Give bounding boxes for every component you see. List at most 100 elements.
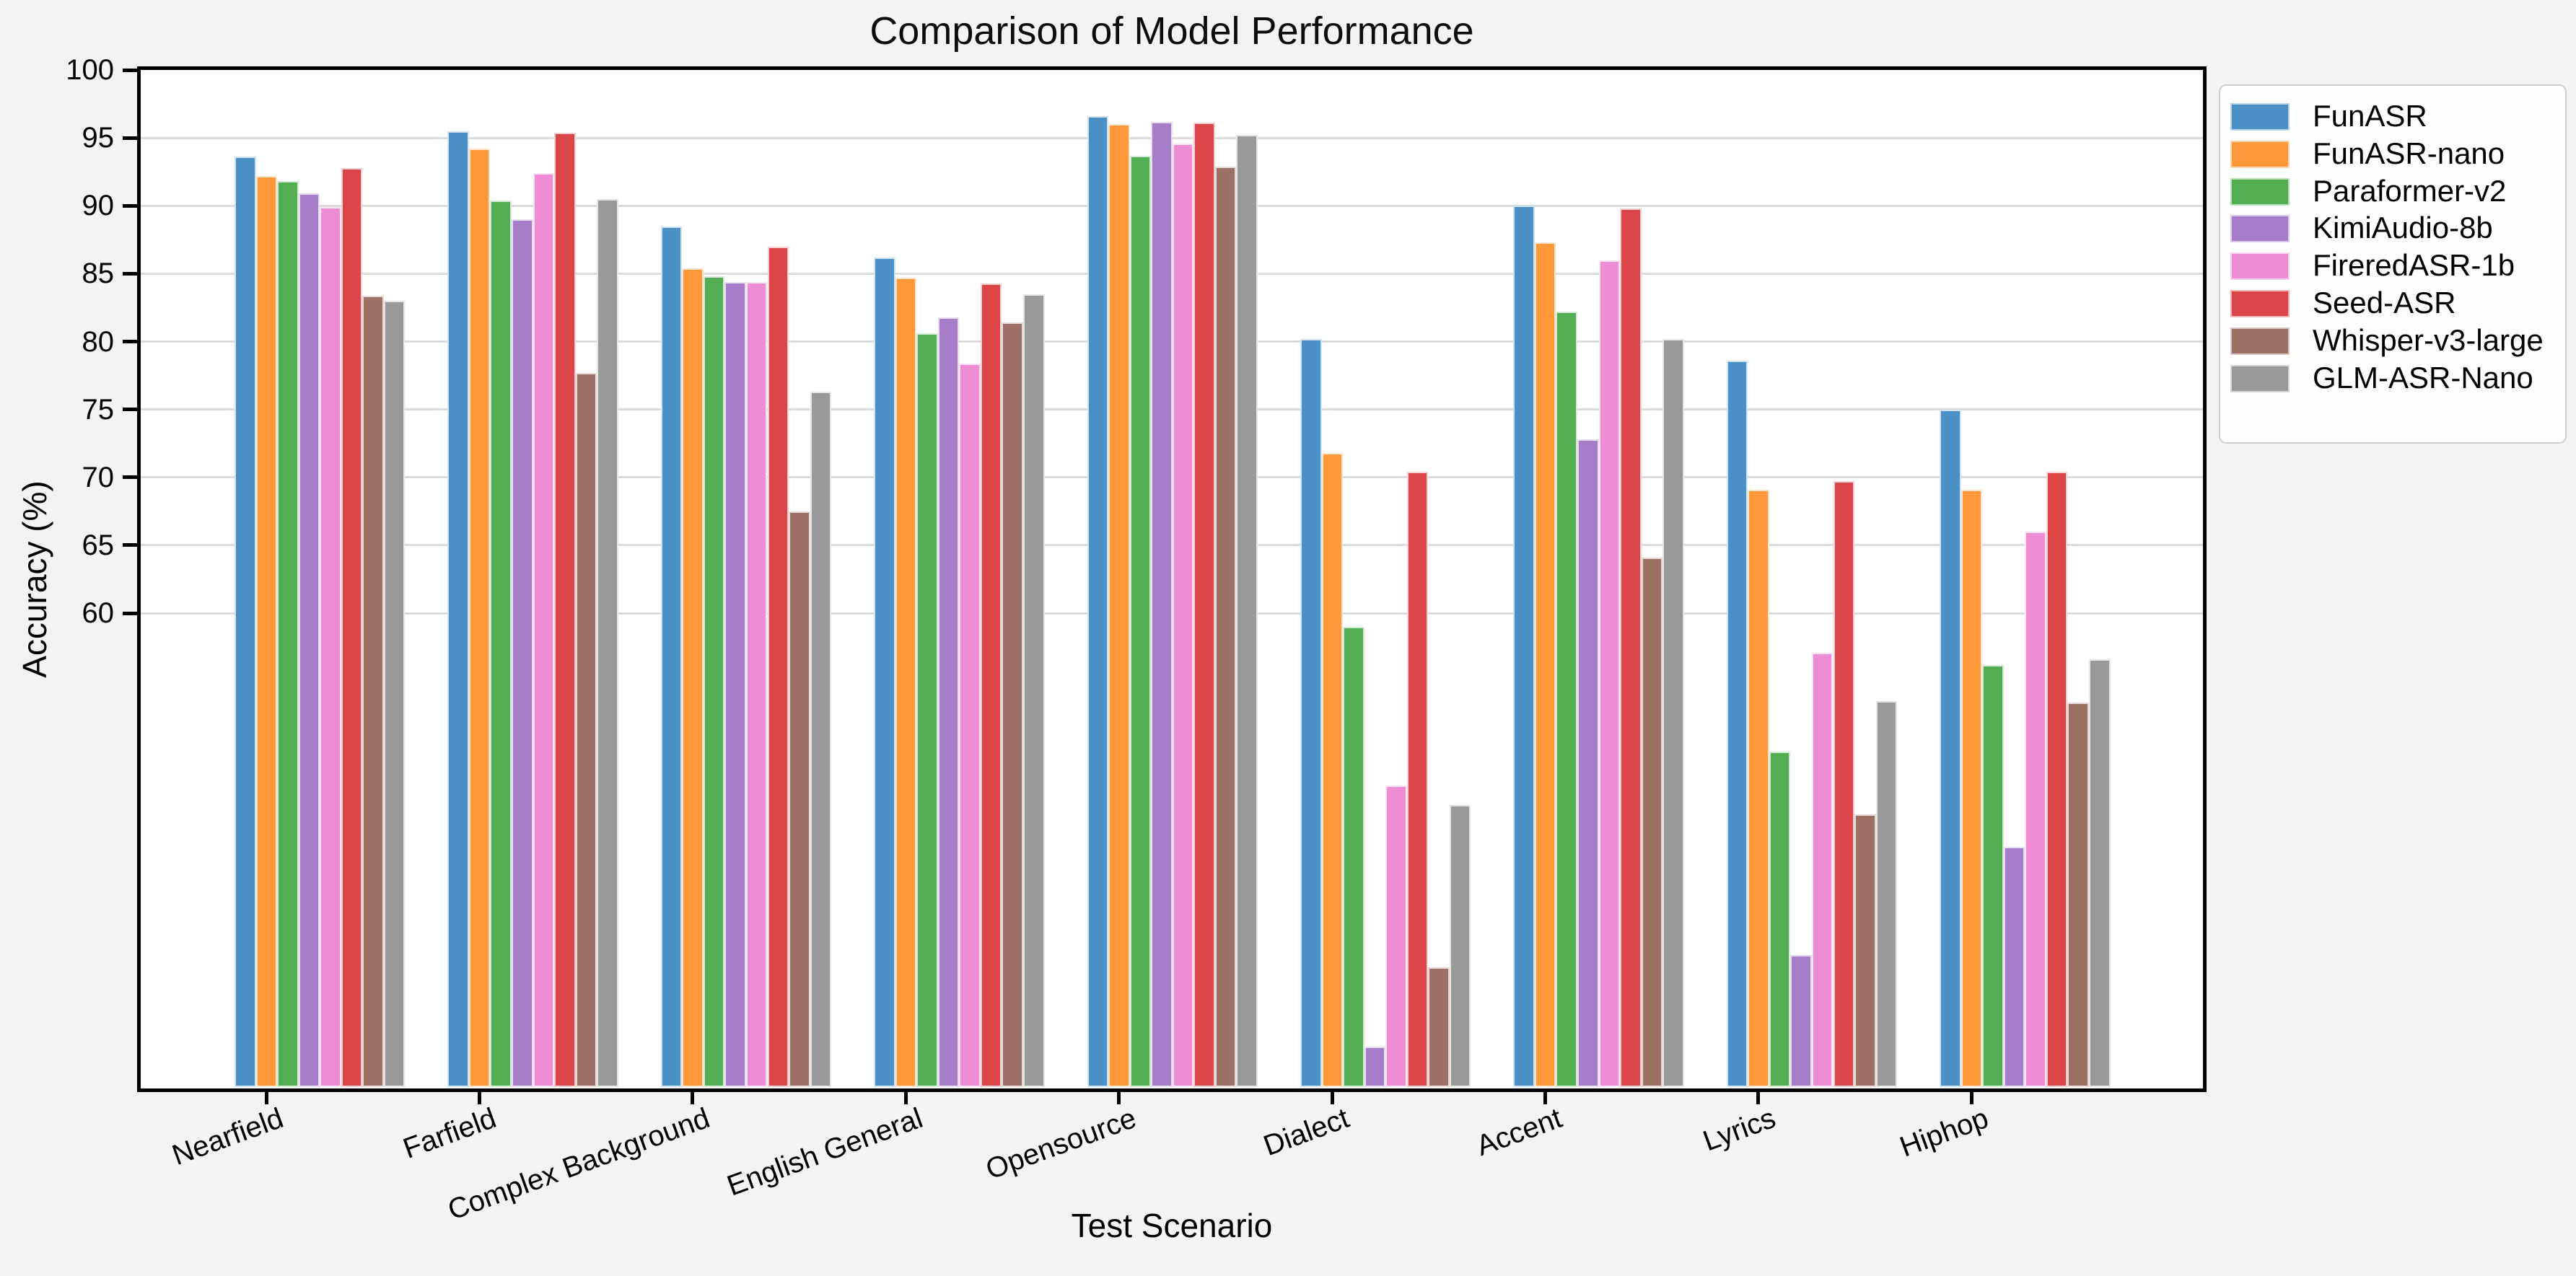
bar-Seed-ASR-complex-background xyxy=(767,246,789,1087)
bar-Whisper-v3-large-nearfield xyxy=(362,295,384,1087)
legend-swatch-FireredASR-1b xyxy=(2230,252,2290,281)
bar-GLM-ASR-Nano-dialect xyxy=(1449,804,1471,1087)
x-tick-mark xyxy=(1756,1088,1761,1104)
bar-FireredASR-1b-hiphop xyxy=(2025,532,2046,1087)
legend-swatch-Paraformer-v2 xyxy=(2230,177,2290,206)
bar-FireredASR-1b-english-general xyxy=(959,363,981,1087)
y-tick-mark xyxy=(123,408,141,412)
legend-swatch-GLM-ASR-Nano xyxy=(2230,364,2290,392)
chart-title: Comparison of Model Performance xyxy=(869,9,1474,53)
y-tick-mark xyxy=(123,340,141,344)
bar-Paraformer-v2-english-general xyxy=(916,333,938,1087)
bar-KimiAudio-8b-opensource xyxy=(1151,121,1173,1087)
bar-Paraformer-v2-hiphop xyxy=(1982,664,2004,1087)
bar-GLM-ASR-Nano-opensource xyxy=(1236,135,1258,1087)
bar-Paraformer-v2-complex-background xyxy=(703,276,725,1087)
y-tick-mark xyxy=(123,136,141,140)
bar-FireredASR-1b-complex-background xyxy=(745,281,768,1087)
x-tick-mark xyxy=(691,1088,695,1104)
y-tick-label: 60 xyxy=(82,597,115,630)
x-tick-mark xyxy=(1543,1088,1547,1104)
y-tick-label: 80 xyxy=(82,325,115,358)
legend-label: GLM-ASR-Nano xyxy=(2313,360,2533,395)
y-tick-label: 90 xyxy=(82,190,115,222)
bar-Whisper-v3-large-hiphop xyxy=(2067,703,2089,1087)
bar-Seed-ASR-dialect xyxy=(1406,472,1429,1087)
bar-Paraformer-v2-accent xyxy=(1556,312,1577,1087)
bar-GLM-ASR-Nano-farfield xyxy=(597,198,618,1087)
bar-FunASR-opensource xyxy=(1087,116,1109,1087)
bar-KimiAudio-8b-farfield xyxy=(512,219,533,1087)
bar-KimiAudio-8b-complex-background xyxy=(724,281,746,1087)
bar-Whisper-v3-large-english-general xyxy=(1002,322,1023,1087)
x-tick-mark xyxy=(477,1088,481,1104)
bar-Seed-ASR-opensource xyxy=(1193,123,1215,1087)
bar-FunASR-accent xyxy=(1513,206,1535,1087)
bar-GLM-ASR-Nano-complex-background xyxy=(810,392,832,1087)
legend-swatch-FunASR-nano xyxy=(2230,140,2290,168)
bar-FunASR-nano-accent xyxy=(1534,242,1556,1087)
y-tick-mark xyxy=(123,203,141,208)
y-tick-label: 100 xyxy=(66,54,114,86)
bar-FunASR-nano-opensource xyxy=(1108,124,1130,1087)
legend-label: Seed-ASR xyxy=(2313,286,2456,320)
bar-FireredASR-1b-nearfield xyxy=(320,207,341,1087)
bar-FireredASR-1b-accent xyxy=(1598,260,1621,1087)
bar-FunASR-nano-farfield xyxy=(468,149,491,1087)
bar-Whisper-v3-large-lyrics xyxy=(1854,814,1876,1087)
bar-GLM-ASR-Nano-english-general xyxy=(1022,294,1045,1087)
y-tick-label: 95 xyxy=(82,122,115,154)
legend-label: FireredASR-1b xyxy=(2313,248,2515,283)
x-tick-mark xyxy=(264,1088,268,1104)
y-tick-mark xyxy=(123,68,141,72)
legend-swatch-KimiAudio-8b xyxy=(2230,215,2290,243)
bar-GLM-ASR-Nano-lyrics xyxy=(1875,701,1898,1087)
bar-KimiAudio-8b-lyrics xyxy=(1790,955,1812,1087)
bar-FunASR-nearfield xyxy=(235,157,256,1087)
bar-FunASR-lyrics xyxy=(1726,360,1748,1087)
bar-KimiAudio-8b-accent xyxy=(1577,439,1599,1087)
legend-swatch-FunASR xyxy=(2230,103,2290,131)
x-axis-label: Test Scenario xyxy=(1071,1207,1273,1244)
x-tick-mark xyxy=(1330,1088,1334,1104)
bar-KimiAudio-8b-dialect xyxy=(1364,1046,1386,1087)
legend-label: FunASR xyxy=(2313,99,2427,133)
bar-Paraformer-v2-nearfield xyxy=(277,181,299,1087)
y-tick-mark xyxy=(123,475,141,480)
bar-Whisper-v3-large-dialect xyxy=(1428,967,1450,1087)
bar-Seed-ASR-farfield xyxy=(554,132,576,1087)
x-tick-mark xyxy=(1969,1088,1973,1104)
legend-label: Whisper-v3-large xyxy=(2313,322,2544,357)
bar-Seed-ASR-nearfield xyxy=(341,167,363,1087)
bar-Paraformer-v2-dialect xyxy=(1343,626,1364,1087)
y-tick-mark xyxy=(123,543,141,547)
legend-label: Paraformer-v2 xyxy=(2313,173,2507,208)
bar-FunASR-english-general xyxy=(874,257,895,1087)
legend-swatch-Whisper-v3-large xyxy=(2230,327,2290,355)
y-tick-label: 70 xyxy=(82,461,115,493)
y-tick-label: 65 xyxy=(82,529,115,561)
bar-Paraformer-v2-opensource xyxy=(1129,155,1152,1087)
y-tick-label: 75 xyxy=(82,393,115,426)
bar-FunASR-farfield xyxy=(447,131,469,1087)
y-tick-mark xyxy=(123,271,141,276)
bar-Seed-ASR-hiphop xyxy=(2046,472,2068,1087)
bar-Seed-ASR-english-general xyxy=(980,283,1002,1087)
bar-FunASR-nano-complex-background xyxy=(682,268,704,1087)
legend-label: KimiAudio-8b xyxy=(2313,211,2493,245)
bar-Paraformer-v2-farfield xyxy=(490,200,512,1087)
bar-Whisper-v3-large-complex-background xyxy=(789,511,810,1087)
bar-FireredASR-1b-opensource xyxy=(1172,143,1194,1087)
bar-FunASR-nano-dialect xyxy=(1321,452,1344,1087)
bar-GLM-ASR-Nano-hiphop xyxy=(2088,659,2111,1087)
x-tick-mark xyxy=(903,1088,908,1104)
bar-FireredASR-1b-dialect xyxy=(1385,786,1407,1087)
bar-FunASR-nano-nearfield xyxy=(255,175,278,1087)
bar-KimiAudio-8b-english-general xyxy=(937,317,960,1087)
bar-GLM-ASR-Nano-accent xyxy=(1662,338,1684,1087)
bar-FireredASR-1b-farfield xyxy=(533,173,555,1087)
x-tick-mark xyxy=(1117,1088,1121,1104)
bar-Whisper-v3-large-farfield xyxy=(575,372,597,1087)
y-tick-mark xyxy=(123,611,141,615)
